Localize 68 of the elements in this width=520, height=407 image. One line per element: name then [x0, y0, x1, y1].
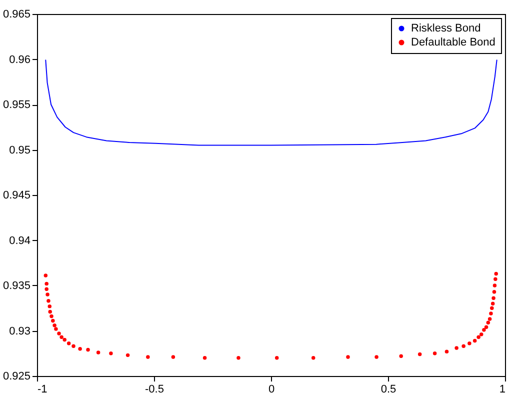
y-tick-label: 0.96 [9, 54, 30, 66]
point [50, 314, 54, 318]
x-tick-label: -0.5 [145, 384, 164, 396]
x-tick-label: 1 [499, 384, 506, 396]
point [202, 356, 207, 360]
y-tick-label: 0.925 [2, 370, 30, 382]
line-series [45, 60, 498, 146]
point [462, 344, 466, 348]
point [54, 327, 58, 331]
point [492, 290, 496, 294]
point [146, 355, 150, 359]
point [488, 317, 492, 321]
y-tick-label: 0.935 [2, 280, 30, 292]
point [126, 353, 130, 358]
point [44, 282, 48, 286]
point [490, 302, 495, 306]
y-tick-label: 0.95 [9, 144, 30, 156]
point [109, 352, 113, 356]
point [486, 320, 490, 324]
point [346, 355, 350, 359]
x-tick-label: -1 [38, 384, 48, 396]
point [274, 356, 279, 360]
point [96, 350, 100, 354]
point [444, 350, 449, 354]
point [374, 355, 378, 359]
y-tick-label: 0.955 [2, 99, 30, 111]
point [472, 338, 477, 343]
point [66, 342, 71, 346]
point [57, 332, 61, 336]
point [48, 310, 52, 314]
point [479, 332, 484, 336]
x-tick-label: 0 [268, 384, 275, 396]
point [78, 346, 82, 351]
y-tick-label: 0.93 [9, 325, 30, 338]
point [490, 306, 494, 310]
point [468, 342, 472, 346]
y-tick-label: 0.945 [2, 190, 30, 202]
point [72, 344, 76, 348]
point [52, 323, 56, 328]
legend-label: Defaultable Bond [411, 36, 496, 48]
y-tick-label: 0.94 [9, 234, 30, 247]
point [171, 355, 176, 359]
point [311, 356, 316, 360]
point [482, 328, 486, 332]
point [46, 299, 50, 303]
point [432, 352, 437, 356]
point [476, 335, 480, 339]
point [60, 335, 64, 339]
y-tick-label: 0.965 [2, 8, 30, 20]
point [492, 296, 496, 300]
x-tick-label: 0.5 [380, 384, 396, 396]
point [44, 287, 48, 291]
point [62, 338, 66, 342]
point [46, 292, 50, 296]
legend-label: Riskless Bond [411, 22, 481, 34]
point [48, 304, 52, 308]
point [51, 318, 55, 323]
point [489, 312, 493, 316]
point [494, 272, 498, 276]
point [454, 346, 458, 350]
point [399, 354, 403, 358]
point [418, 352, 422, 356]
point [494, 277, 498, 282]
point [484, 325, 488, 329]
point [492, 284, 497, 288]
point [86, 348, 90, 352]
point [236, 356, 240, 360]
point [44, 274, 48, 278]
